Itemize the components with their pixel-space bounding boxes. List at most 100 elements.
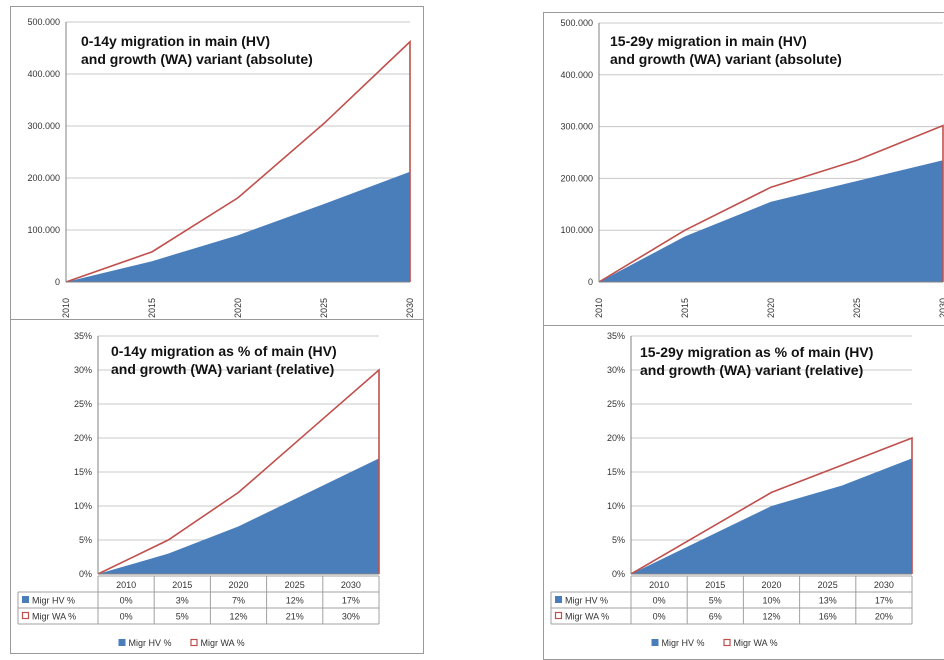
legend-swatch-wa (21, 611, 30, 620)
y-tick-label: 200.000 (560, 173, 593, 183)
x-tick-label: 2030 (341, 580, 361, 590)
y-tick-label: 400.000 (560, 70, 593, 80)
series-wa-line (598, 124, 944, 283)
series-hv-area (631, 458, 912, 574)
data-label: 17% (875, 596, 893, 606)
y-tick-label: 20% (74, 433, 92, 443)
data-label: 0% (653, 596, 666, 606)
legend-label-hv: Migr HV % (662, 638, 705, 648)
series-hv-area (98, 458, 379, 574)
y-tick-label: 300.000 (560, 122, 593, 132)
table-row-label: Migr WA % (32, 612, 76, 622)
y-tick-label: 200.000 (27, 173, 60, 183)
data-label: 12% (762, 612, 780, 622)
y-tick-label: 400.000 (27, 69, 60, 79)
chart-panel-abs-0-14: 0 100.000 200.000 300.000 400.000 500.000 0-14… (10, 6, 424, 321)
table-row-label: Migr WA % (565, 612, 609, 622)
legend-swatch-wa (554, 611, 563, 620)
data-label: 0% (120, 596, 133, 606)
x-tick-label: 2020 (761, 580, 781, 590)
y-tick-label: 0 (588, 277, 593, 287)
y-tick-label: 35% (74, 331, 92, 341)
legend-swatch-hv (651, 639, 659, 646)
x-tick-label: 2030 (405, 298, 415, 318)
series-hv-area (599, 160, 943, 282)
chart-rel-0-14: 0% 5% 10% 15% 20% 25% 30% 35% 0-14y migration as… (17, 331, 380, 648)
x-tick-label: 2015 (705, 580, 725, 590)
data-label: 7% (232, 596, 245, 606)
y-tick-label: 0% (612, 569, 625, 579)
data-label: 16% (819, 612, 837, 622)
y-tick-label: 30% (607, 365, 625, 375)
data-label: 12% (286, 596, 304, 606)
legend-swatch-wa (190, 638, 198, 647)
x-tick-label: 2020 (228, 580, 248, 590)
x-tick-label: 2025 (319, 298, 329, 318)
legend-swatch-hv (118, 639, 126, 646)
y-tick-label: 25% (74, 399, 92, 409)
chart-title-line: 0-14y migration in main (HV) (81, 33, 270, 49)
data-label: 10% (762, 596, 780, 606)
x-tick-label: 2030 (938, 298, 944, 318)
data-label: 21% (286, 612, 304, 622)
series-wa-line (65, 39, 411, 283)
chart-title-line: and growth (WA) variant (absolute) (81, 51, 313, 67)
y-tick-label: 100.000 (560, 225, 593, 235)
y-tick-label: 15% (74, 467, 92, 477)
legend-swatch-hv (555, 596, 562, 603)
data-label: 12% (229, 612, 247, 622)
x-tick-label: 2010 (116, 580, 136, 590)
data-label: 30% (342, 612, 360, 622)
chart-title-line: and growth (WA) variant (absolute) (610, 51, 842, 67)
legend-swatch-hv (22, 596, 29, 603)
x-tick-label: 2015 (147, 298, 157, 318)
data-label: 0% (120, 612, 133, 622)
x-tick-label: 2030 (874, 580, 894, 590)
x-tick-label: 2020 (233, 298, 243, 318)
legend-label-wa: Migr WA % (201, 638, 245, 648)
data-label: 13% (819, 596, 837, 606)
data-label: 5% (709, 596, 722, 606)
y-tick-label: 10% (607, 501, 625, 511)
chart-title-line: 0-14y migration as % of main (HV) (111, 343, 337, 359)
data-label: 20% (875, 612, 893, 622)
y-tick-label: 25% (607, 399, 625, 409)
y-tick-label: 10% (74, 501, 92, 511)
chart-panel-rel-0-14: 0% 5% 10% 15% 20% 25% 30% 35% 0-14y migration as… (10, 319, 424, 654)
y-tick-label: 15% (607, 467, 625, 477)
y-tick-label: 500.000 (27, 17, 60, 27)
series-wa-line (630, 436, 913, 575)
y-tick-label: 300.000 (27, 121, 60, 131)
chart-abs-15-29: 0 100.000 200.000 300.000 400.000 500.000 15-2… (560, 18, 944, 318)
y-tick-label: 500.000 (560, 18, 593, 28)
chart-title-line: and growth (WA) variant (relative) (111, 361, 334, 377)
table-row-label: Migr HV % (565, 596, 608, 606)
table-row-label: Migr HV % (32, 596, 75, 606)
legend-label-hv: Migr HV % (129, 638, 172, 648)
x-tick-label: 2025 (285, 580, 305, 590)
series-hv-area (66, 171, 410, 282)
x-tick-label: 2025 (818, 580, 838, 590)
data-label: 6% (709, 612, 722, 622)
chart-abs-0-14: 0 100.000 200.000 300.000 400.000 500.000 0-14… (27, 17, 415, 318)
y-tick-label: 100.000 (27, 225, 60, 235)
chart-panel-abs-15-29: 0 100.000 200.000 300.000 400.000 500.000 15-2… (543, 12, 944, 327)
x-tick-label: 2015 (680, 298, 690, 318)
y-tick-label: 0 (55, 277, 60, 287)
x-tick-label: 2025 (852, 298, 862, 318)
chart-panel-rel-15-29: 0% 5% 10% 15% 20% 25% 30% 35% 15-29y migration a… (543, 325, 944, 660)
data-label: 17% (342, 596, 360, 606)
y-tick-label: 30% (74, 365, 92, 375)
x-tick-label: 2010 (61, 298, 71, 318)
chart-title-line: 15-29y migration as % of main (HV) (640, 344, 873, 360)
x-tick-label: 2020 (766, 298, 776, 318)
y-tick-label: 35% (607, 331, 625, 341)
y-tick-label: 5% (612, 535, 625, 545)
data-label: 3% (176, 596, 189, 606)
y-tick-label: 5% (79, 535, 92, 545)
y-tick-label: 0% (79, 569, 92, 579)
legend-swatch-wa (723, 638, 731, 647)
series-wa-line (97, 368, 380, 575)
data-label: 0% (653, 612, 666, 622)
y-tick-label: 20% (607, 433, 625, 443)
